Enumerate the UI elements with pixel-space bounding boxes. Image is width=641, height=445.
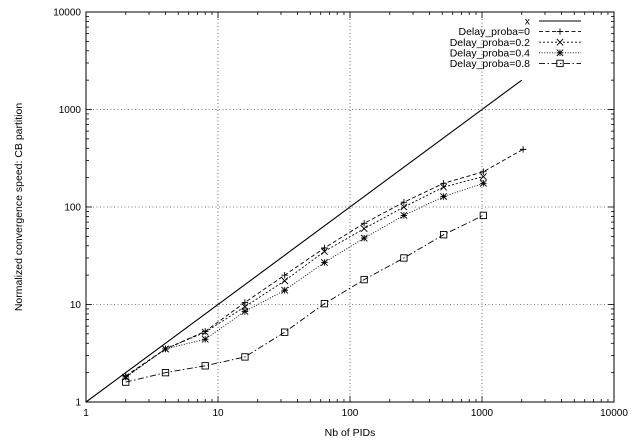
data-point: [400, 199, 408, 206]
data-point: [440, 180, 447, 187]
series-0: [85, 79, 523, 403]
series-4: [122, 211, 488, 386]
data-series: [85, 79, 527, 403]
data-point: [479, 211, 488, 220]
series-1: [122, 146, 527, 380]
legend-label: Delay_proba=0.8: [450, 58, 530, 70]
data-point: [122, 373, 130, 381]
legend-marker: [556, 38, 564, 46]
grid-lines: [86, 12, 614, 402]
series-line: [125, 176, 484, 378]
x-tick-label: 1000: [471, 408, 494, 419]
data-point: [122, 378, 130, 386]
series-line: [85, 79, 523, 403]
y-tick-label: 10: [70, 300, 82, 311]
legend-label: Delay_proba=0.4: [450, 47, 530, 59]
data-point: [400, 203, 408, 211]
data-point: [440, 193, 448, 201]
data-point: [360, 234, 368, 242]
data-point: [320, 247, 328, 255]
x-tick-label: 100: [342, 408, 359, 419]
x-tick-label: 1: [83, 408, 89, 419]
legend-entry: Delay_proba=0.2: [450, 37, 581, 49]
x-axis-title: Nb of PIDs: [325, 427, 376, 439]
data-point: [241, 307, 249, 315]
data-point: [360, 225, 368, 233]
data-point: [439, 231, 448, 239]
legend-marker: [556, 28, 564, 35]
legend-entry: Delay_proba=0.4: [450, 47, 581, 59]
data-point: [201, 335, 209, 343]
data-point: [519, 146, 527, 153]
data-point: [281, 286, 289, 294]
data-point: [440, 183, 448, 191]
data-point: [201, 362, 209, 370]
data-point: [241, 353, 249, 361]
data-point: [479, 179, 487, 187]
data-point: [360, 275, 368, 284]
legend-entry: Delay_proba=0.8: [450, 58, 581, 70]
data-point: [201, 328, 209, 336]
data-point: [321, 244, 328, 252]
series-line: [125, 182, 484, 378]
x-tick-label: 10000: [600, 408, 628, 419]
legend-label: Delay_proba=0.2: [450, 37, 530, 49]
series-line: [125, 214, 484, 383]
data-point: [281, 271, 288, 279]
series-2: [122, 173, 487, 381]
data-point: [480, 168, 487, 175]
data-point: [161, 368, 170, 377]
legend-label: Delay_proba=0: [458, 26, 530, 38]
y-tick-label: 100: [64, 203, 81, 214]
legend-label: x: [525, 16, 531, 28]
data-point: [479, 173, 487, 181]
data-point: [400, 211, 408, 219]
data-point: [281, 328, 289, 336]
data-point: [241, 299, 249, 306]
y-tick-label: 1: [75, 398, 81, 409]
axes: 1 10 100 1000 10000 1 10 100 1000 10000: [53, 8, 628, 420]
data-point: [320, 300, 329, 308]
y-tick-label: 10000: [53, 8, 81, 19]
data-point: [320, 258, 328, 266]
data-point: [400, 254, 408, 262]
data-point: [360, 220, 368, 227]
series-3: [122, 179, 487, 381]
y-axis-title: Normalized convergence speed: CB partiti…: [13, 103, 25, 312]
data-point: [161, 345, 169, 353]
legend-marker: [556, 49, 564, 57]
data-point: [281, 277, 289, 285]
y-tick-label: 1000: [59, 105, 82, 116]
legend: xDelay_proba=0Delay_proba=0.2Delay_proba…: [450, 16, 581, 70]
legend-entry: Delay_proba=0: [458, 26, 581, 38]
legend-marker: [556, 59, 564, 68]
legend-entry: x: [525, 16, 581, 28]
x-tick-label: 10: [212, 408, 224, 419]
data-point: [202, 328, 209, 335]
